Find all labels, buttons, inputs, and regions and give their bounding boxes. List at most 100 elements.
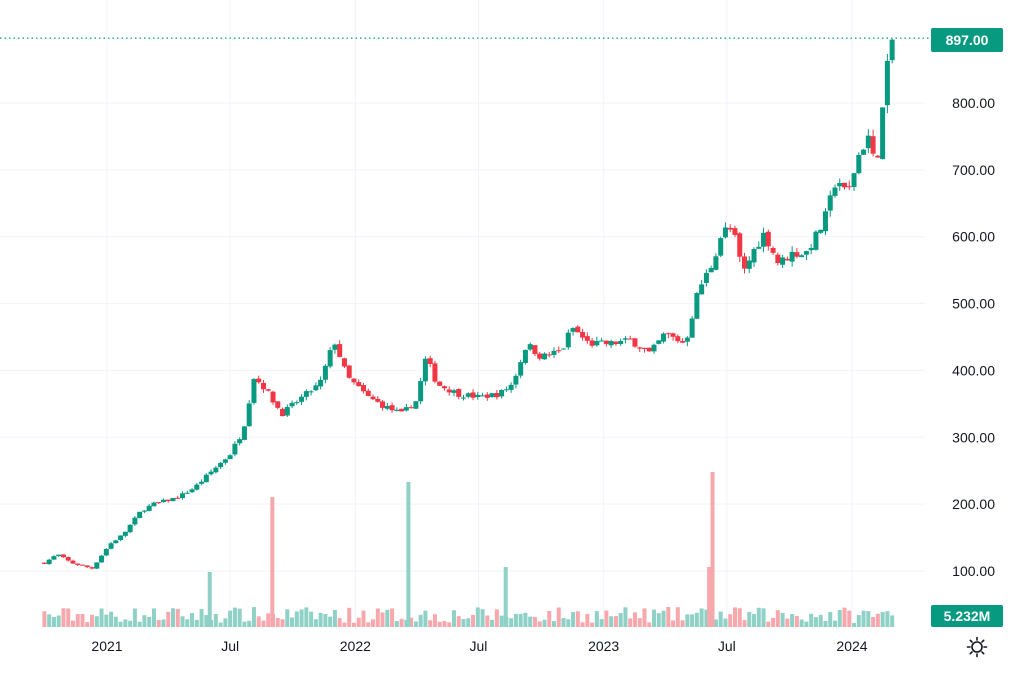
candle xyxy=(265,388,271,392)
volume-bar xyxy=(890,615,895,627)
candle xyxy=(608,339,614,349)
volume-bar xyxy=(323,613,328,627)
volume-bar xyxy=(509,618,514,627)
volume-bar xyxy=(566,619,571,627)
candle xyxy=(213,465,219,474)
candle xyxy=(846,180,852,190)
volume-bar xyxy=(794,616,799,627)
candle xyxy=(41,562,47,565)
candle xyxy=(313,382,319,392)
grid-lines xyxy=(0,0,925,630)
volume-bar xyxy=(80,614,85,627)
volume-bar xyxy=(56,615,61,627)
volume-bar xyxy=(375,608,380,627)
volume-bar xyxy=(194,619,199,627)
volume-bar xyxy=(190,613,195,627)
settings-button[interactable] xyxy=(962,632,992,662)
volume-bar xyxy=(590,622,595,627)
volume-bar xyxy=(647,622,652,627)
volume-bar xyxy=(871,617,876,627)
volume-bar xyxy=(475,607,480,627)
candle xyxy=(722,222,728,239)
volume-bar xyxy=(837,609,842,627)
candle xyxy=(113,539,119,544)
volume-bar xyxy=(342,622,347,627)
candle xyxy=(441,385,447,391)
candle xyxy=(641,347,647,353)
volume-bar xyxy=(180,616,185,627)
candle xyxy=(70,559,76,564)
volume-bar xyxy=(142,615,147,627)
volume-bar xyxy=(299,609,304,627)
candle xyxy=(784,256,790,261)
candlesticks xyxy=(41,39,895,570)
candle xyxy=(375,396,381,403)
candle xyxy=(656,340,662,345)
volume-bar xyxy=(571,612,576,627)
volume-bar xyxy=(856,615,861,627)
volume-bar xyxy=(99,608,104,627)
candle xyxy=(232,441,238,457)
candle xyxy=(346,364,352,379)
gear-icon xyxy=(966,636,988,658)
candle xyxy=(508,382,514,393)
volume-bar xyxy=(90,614,95,627)
volume-bar xyxy=(861,610,866,627)
time-tick-label: 2021 xyxy=(91,638,122,654)
candle xyxy=(203,473,209,483)
candle xyxy=(737,231,743,263)
candle xyxy=(756,241,762,249)
candle xyxy=(75,563,81,566)
candle xyxy=(599,337,605,342)
volume-bar xyxy=(756,607,761,627)
volume-bar xyxy=(628,618,633,627)
candle xyxy=(765,229,771,251)
volume-bar xyxy=(785,618,790,627)
volume-bar xyxy=(75,614,80,627)
volume-bar xyxy=(380,612,385,627)
volume-bar xyxy=(675,607,680,627)
candle xyxy=(489,393,495,398)
candle xyxy=(632,337,638,348)
volume-bar xyxy=(247,620,252,627)
volume-bar xyxy=(118,621,123,627)
candle xyxy=(89,566,95,570)
volume-bar xyxy=(275,617,280,627)
volume-bar xyxy=(318,612,323,627)
candle xyxy=(799,254,805,258)
candle xyxy=(837,178,843,191)
volume-bar xyxy=(185,619,190,627)
volume-bar xyxy=(585,613,590,627)
volume-bar xyxy=(256,616,261,627)
price-axis[interactable]: 100.00 200.00 300.00 400.00 500.00 600.00 700.… xyxy=(952,95,995,579)
volume-spike xyxy=(406,482,411,627)
candle xyxy=(646,347,652,353)
candle xyxy=(275,401,281,410)
candle xyxy=(518,359,524,379)
candle xyxy=(65,556,71,562)
volume-spike xyxy=(710,472,715,627)
candle xyxy=(651,343,657,354)
candle xyxy=(461,394,467,401)
volume-bar xyxy=(494,609,499,627)
candle xyxy=(522,349,528,365)
candle xyxy=(180,491,186,500)
candle xyxy=(527,342,533,352)
volume-bar xyxy=(561,618,566,627)
volume-bar xyxy=(161,619,166,627)
volume-bar xyxy=(537,621,542,627)
volume-bar xyxy=(128,620,133,627)
volume-bar xyxy=(394,620,399,627)
candle xyxy=(84,565,90,569)
time-axis[interactable]: 2021 Jul 2022 Jul 2023 Jul 2024 xyxy=(91,638,867,654)
candle xyxy=(451,388,457,397)
candle xyxy=(399,408,405,412)
volume-bar xyxy=(156,619,161,627)
volume-bar xyxy=(642,608,647,627)
volume-bar xyxy=(447,622,452,627)
candle xyxy=(318,376,324,390)
candle xyxy=(337,340,343,358)
candle xyxy=(403,403,409,412)
